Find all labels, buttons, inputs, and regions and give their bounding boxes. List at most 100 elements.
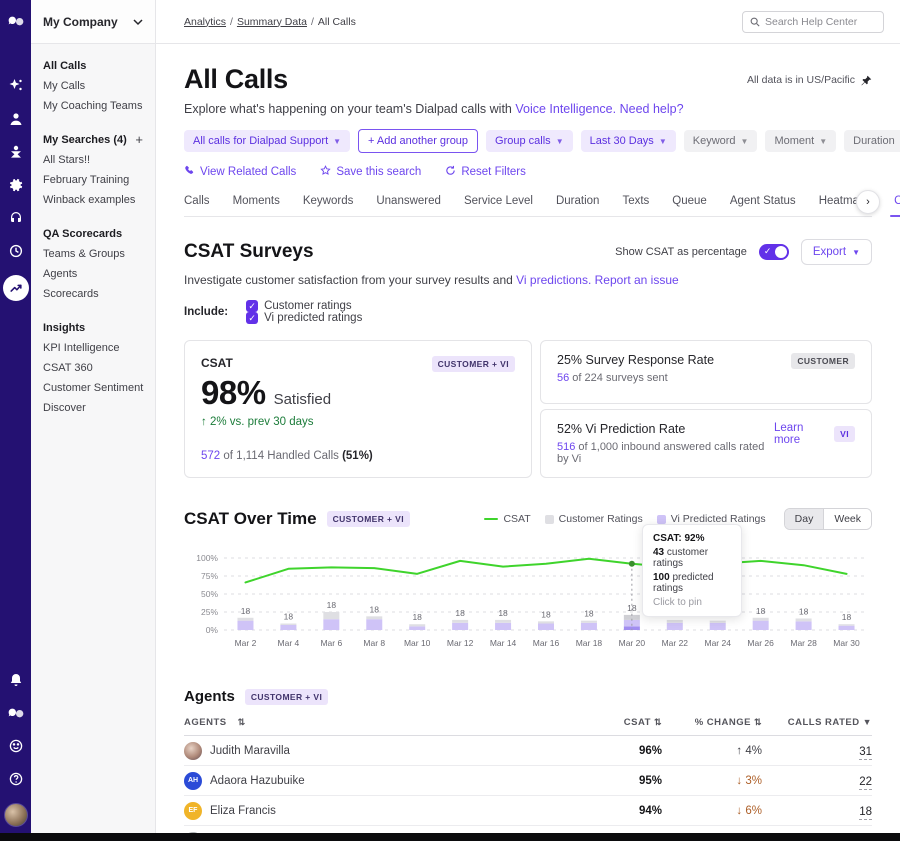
tab-service-level[interactable]: Service Level — [464, 195, 533, 207]
action-view-related-calls[interactable]: View Related Calls — [184, 165, 296, 179]
sidebar-item-my-calls[interactable]: My Calls — [43, 76, 143, 96]
sidebar-item-all-calls[interactable]: All Calls — [43, 56, 143, 76]
contacts-icon[interactable] — [7, 110, 25, 128]
filter-chip-moment[interactable]: Moment▼ — [765, 130, 836, 152]
sort-icon[interactable]: ⇅ — [654, 717, 662, 727]
filter-chip-keyword[interactable]: Keyword▼ — [684, 130, 758, 152]
export-button[interactable]: Export▼ — [801, 239, 872, 265]
agent-csat: 96% — [592, 745, 662, 757]
tooltip-hint[interactable]: Click to pin — [653, 597, 731, 608]
sort-desc-icon[interactable]: ▼ — [863, 717, 872, 727]
filter-chip-duration[interactable]: Duration▼ — [844, 130, 900, 152]
search-icon — [750, 17, 760, 27]
filter-chip-last-30-days[interactable]: Last 30 Days▼ — [581, 130, 676, 152]
checkbox-checked-icon[interactable]: ✓ — [246, 300, 258, 312]
svg-text:75%: 75% — [201, 571, 218, 581]
learn-more-link[interactable]: Learn more — [774, 422, 826, 446]
legend-customer-ratings[interactable]: Customer Ratings — [545, 513, 643, 525]
user-avatar[interactable] — [4, 803, 28, 827]
sidebar-item-my-coaching-teams[interactable]: My Coaching Teams — [43, 96, 143, 116]
column-header-calls-rated[interactable]: CALLS RATED▼ — [762, 717, 872, 728]
avatar — [184, 742, 202, 760]
notifications-bell-icon[interactable] — [7, 671, 25, 689]
sidebar-item-discover[interactable]: Discover — [43, 398, 143, 418]
tab-agent-status[interactable]: Agent Status — [730, 195, 796, 207]
column-header--change[interactable]: % CHANGE⇅ — [662, 717, 762, 728]
sort-icon[interactable]: ⇅ — [238, 717, 246, 728]
main-area: Analytics/Summary Data/All Calls All Cal… — [156, 0, 900, 841]
table-row[interactable]: Judith Maravilla96%↑ 4%31 — [184, 736, 872, 766]
feedback-smiley-icon[interactable] — [7, 737, 25, 755]
legend-csat[interactable]: CSAT — [484, 513, 530, 525]
help-search[interactable] — [742, 11, 884, 33]
range-button-day[interactable]: Day — [785, 509, 824, 529]
dialpad-app-icon[interactable] — [7, 704, 25, 722]
pin-icon[interactable] — [861, 75, 872, 86]
action-reset-filters[interactable]: Reset Filters — [445, 165, 526, 179]
filter-chip-group-calls[interactable]: Group calls▼ — [486, 130, 573, 152]
agent-calls-rated[interactable]: 18 — [859, 806, 872, 820]
headset-support-icon[interactable] — [7, 209, 25, 227]
handled-calls-link[interactable]: 572 — [201, 450, 220, 462]
sidebar-item-winback-examples[interactable]: Winback examples — [43, 190, 143, 210]
agents-table-header: AGENTS⇅CSAT⇅% CHANGE⇅CALLS RATED▼ — [184, 717, 872, 736]
breadcrumb-link[interactable]: Analytics — [184, 16, 226, 28]
tab-moments[interactable]: Moments — [233, 195, 280, 207]
sidebar-item-february-training[interactable]: February Training — [43, 170, 143, 190]
survey-response-card: 25% Survey Response Rate 56 of 224 surve… — [540, 340, 872, 404]
action-save-this-search[interactable]: Save this search — [320, 165, 421, 179]
ai-sparkles-icon[interactable] — [7, 77, 25, 95]
add-search-button[interactable]: + — [135, 130, 143, 150]
help-question-icon[interactable] — [7, 770, 25, 788]
surveys-link[interactable]: 56 — [557, 372, 569, 384]
table-row[interactable]: EFEliza Francis94%↓ 6%18 — [184, 796, 872, 826]
include-checkbox-vi-predicted-ratings[interactable]: ✓Vi predicted ratings — [246, 312, 362, 324]
vi-rated-link[interactable]: 516 — [557, 441, 575, 453]
agent-calls-rated[interactable]: 22 — [859, 776, 872, 790]
filter-chip--add-another-group[interactable]: + Add another group — [358, 129, 478, 153]
tab-keywords[interactable]: Keywords — [303, 195, 354, 207]
filter-chip-all-calls-for-dialpad-support[interactable]: All calls for Dialpad Support▼ — [184, 130, 350, 152]
settings-gear-icon[interactable] — [7, 176, 25, 194]
hover-point — [629, 561, 635, 567]
tab-texts[interactable]: Texts — [622, 195, 649, 207]
tab-duration[interactable]: Duration — [556, 195, 599, 207]
help-search-input[interactable] — [765, 16, 876, 28]
tab-queue[interactable]: Queue — [672, 195, 707, 207]
voice-intelligence-link[interactable]: Voice Intelligence. — [515, 102, 616, 116]
sidebar-item-kpi-intelligence[interactable]: KPI Intelligence — [43, 338, 143, 358]
range-button-week[interactable]: Week — [823, 509, 871, 529]
chart-canvas[interactable]: 0%25%50%75%100%18Mar 218Mar 418Mar 618Ma… — [184, 540, 872, 662]
csat-percentage-toggle[interactable]: ✓ — [759, 244, 789, 260]
agent-calls-rated[interactable]: 31 — [859, 746, 872, 760]
svg-text:18: 18 — [241, 606, 251, 616]
topbar: Analytics/Summary Data/All Calls — [156, 0, 900, 44]
report-issue-link[interactable]: Report an issue — [595, 273, 679, 287]
tab-csat-surveys[interactable]: CSAT Surveys — [894, 195, 900, 207]
sidebar-item-scorecards[interactable]: Scorecards — [43, 284, 143, 304]
coaching-icon[interactable] — [7, 143, 25, 161]
tab-calls[interactable]: Calls — [184, 195, 210, 207]
chevron-down-icon: ▼ — [819, 137, 827, 146]
breadcrumb-link[interactable]: Summary Data — [237, 16, 307, 28]
sidebar-item-agents[interactable]: Agents — [43, 264, 143, 284]
include-checkbox-customer-ratings[interactable]: ✓Customer ratings — [246, 300, 362, 312]
sidebar-item-customer-sentiment[interactable]: Customer Sentiment — [43, 378, 143, 398]
sidebar-item-csat-360[interactable]: CSAT 360 — [43, 358, 143, 378]
sidebar-item-all-stars-[interactable]: All Stars!! — [43, 150, 143, 170]
sidebar: My Company All CallsMy CallsMy Coaching … — [31, 0, 156, 841]
table-row[interactable]: AHAdaora Hazubuike95%↓ 3%22 — [184, 766, 872, 796]
analytics-active-icon[interactable] — [3, 275, 29, 301]
company-selector[interactable]: My Company — [31, 0, 155, 44]
history-clock-icon[interactable] — [7, 242, 25, 260]
vi-predictions-link[interactable]: Vi predictions. — [516, 273, 591, 287]
tab-unanswered[interactable]: Unanswered — [376, 195, 441, 207]
need-help-link[interactable]: Need help? — [620, 102, 684, 116]
sidebar-item-teams-groups[interactable]: Teams & Groups — [43, 244, 143, 264]
tabs-scroll-right-button[interactable]: › — [856, 190, 880, 214]
column-header-agents[interactable]: AGENTS⇅ — [184, 717, 592, 728]
csat-over-time-chart[interactable]: 0%25%50%75%100%18Mar 218Mar 418Mar 618Ma… — [184, 540, 872, 662]
sort-icon[interactable]: ⇅ — [754, 717, 762, 727]
column-header-csat[interactable]: CSAT⇅ — [592, 717, 662, 728]
checkbox-checked-icon[interactable]: ✓ — [246, 312, 258, 324]
